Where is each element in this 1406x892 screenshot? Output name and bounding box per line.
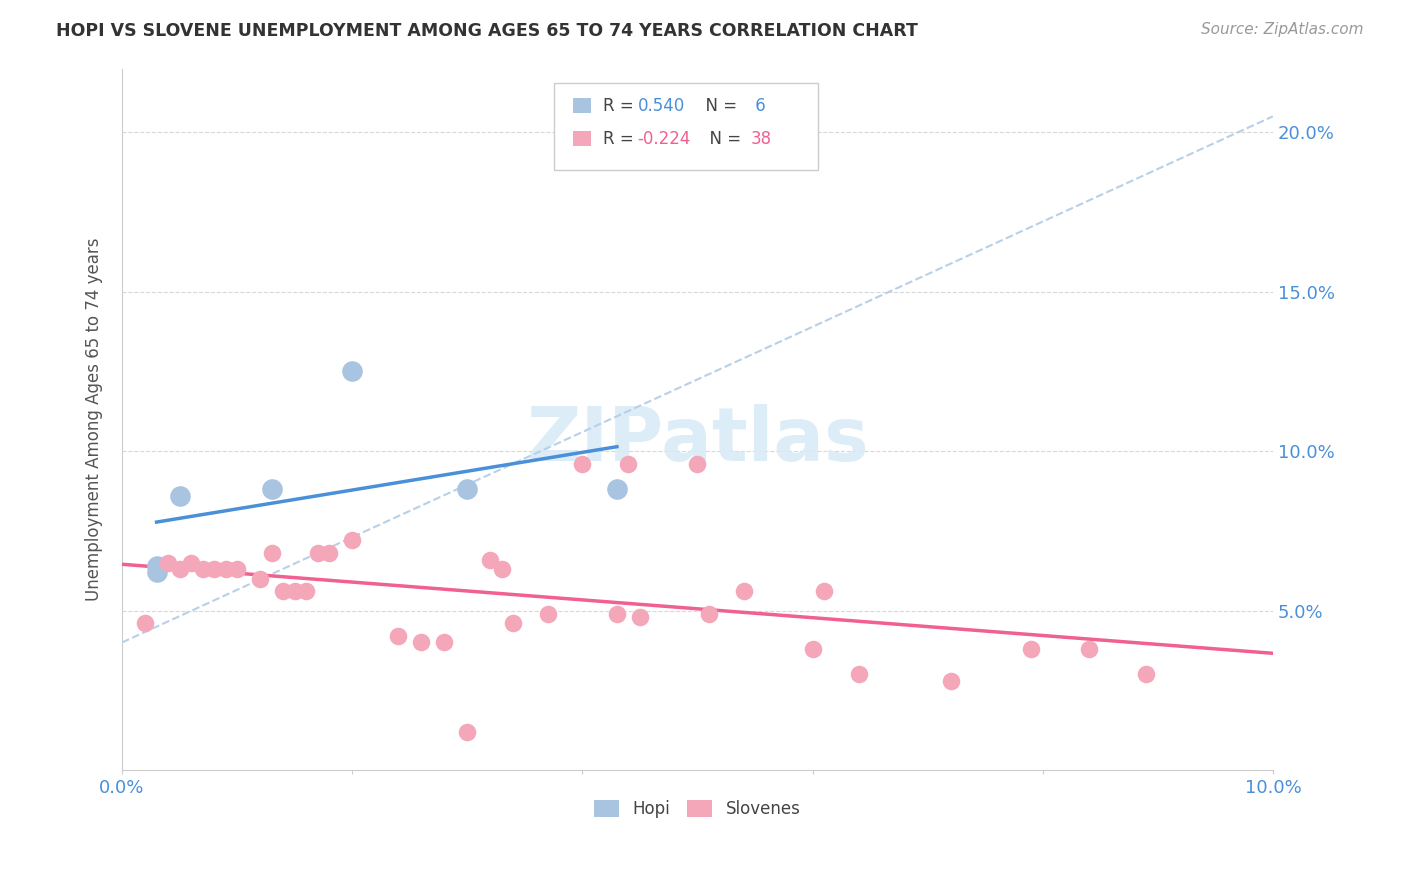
Point xyxy=(180,556,202,570)
Text: Source: ZipAtlas.com: Source: ZipAtlas.com xyxy=(1201,22,1364,37)
Point xyxy=(318,546,340,560)
Point xyxy=(1135,667,1157,681)
FancyBboxPatch shape xyxy=(554,83,818,170)
Point xyxy=(491,562,513,576)
Point xyxy=(606,607,628,621)
Text: -0.224: -0.224 xyxy=(638,129,690,148)
Legend: Hopi, Slovenes: Hopi, Slovenes xyxy=(588,793,807,825)
Point xyxy=(145,566,167,580)
Text: 0.540: 0.540 xyxy=(638,96,685,115)
Point xyxy=(1019,641,1042,656)
Point xyxy=(801,641,824,656)
Text: 6: 6 xyxy=(751,96,766,115)
Point xyxy=(617,457,640,471)
Point xyxy=(191,562,214,576)
Point xyxy=(342,364,364,378)
Point xyxy=(260,546,283,560)
Point xyxy=(260,483,283,497)
Point xyxy=(686,457,709,471)
Point xyxy=(214,562,236,576)
Text: HOPI VS SLOVENE UNEMPLOYMENT AMONG AGES 65 TO 74 YEARS CORRELATION CHART: HOPI VS SLOVENE UNEMPLOYMENT AMONG AGES … xyxy=(56,22,918,40)
Point xyxy=(1077,641,1099,656)
Point xyxy=(939,673,962,688)
Y-axis label: Unemployment Among Ages 65 to 74 years: Unemployment Among Ages 65 to 74 years xyxy=(86,237,103,601)
Point xyxy=(271,584,294,599)
Point xyxy=(134,616,156,631)
Point xyxy=(571,457,593,471)
Point xyxy=(157,556,180,570)
Point xyxy=(628,610,651,624)
FancyBboxPatch shape xyxy=(574,98,591,113)
FancyBboxPatch shape xyxy=(574,131,591,146)
Point xyxy=(284,584,307,599)
Point xyxy=(537,607,560,621)
Point xyxy=(169,562,191,576)
Text: N =: N = xyxy=(695,96,742,115)
Point xyxy=(226,562,249,576)
Point xyxy=(848,667,870,681)
Text: N =: N = xyxy=(699,129,747,148)
Point xyxy=(606,483,628,497)
Point xyxy=(145,558,167,573)
Text: ZIPatlas: ZIPatlas xyxy=(526,404,869,477)
Point xyxy=(733,584,755,599)
Point xyxy=(169,489,191,503)
Point xyxy=(479,552,502,566)
Point xyxy=(295,584,318,599)
Point xyxy=(502,616,524,631)
Point xyxy=(387,629,409,643)
Point xyxy=(249,572,271,586)
Text: R =: R = xyxy=(603,129,640,148)
Point xyxy=(456,483,478,497)
Point xyxy=(433,635,456,649)
Point xyxy=(342,533,364,548)
Point xyxy=(697,607,720,621)
Point xyxy=(813,584,835,599)
Point xyxy=(307,546,329,560)
Text: 38: 38 xyxy=(751,129,772,148)
Point xyxy=(202,562,225,576)
Point xyxy=(456,724,478,739)
Point xyxy=(411,635,433,649)
Text: R =: R = xyxy=(603,96,640,115)
